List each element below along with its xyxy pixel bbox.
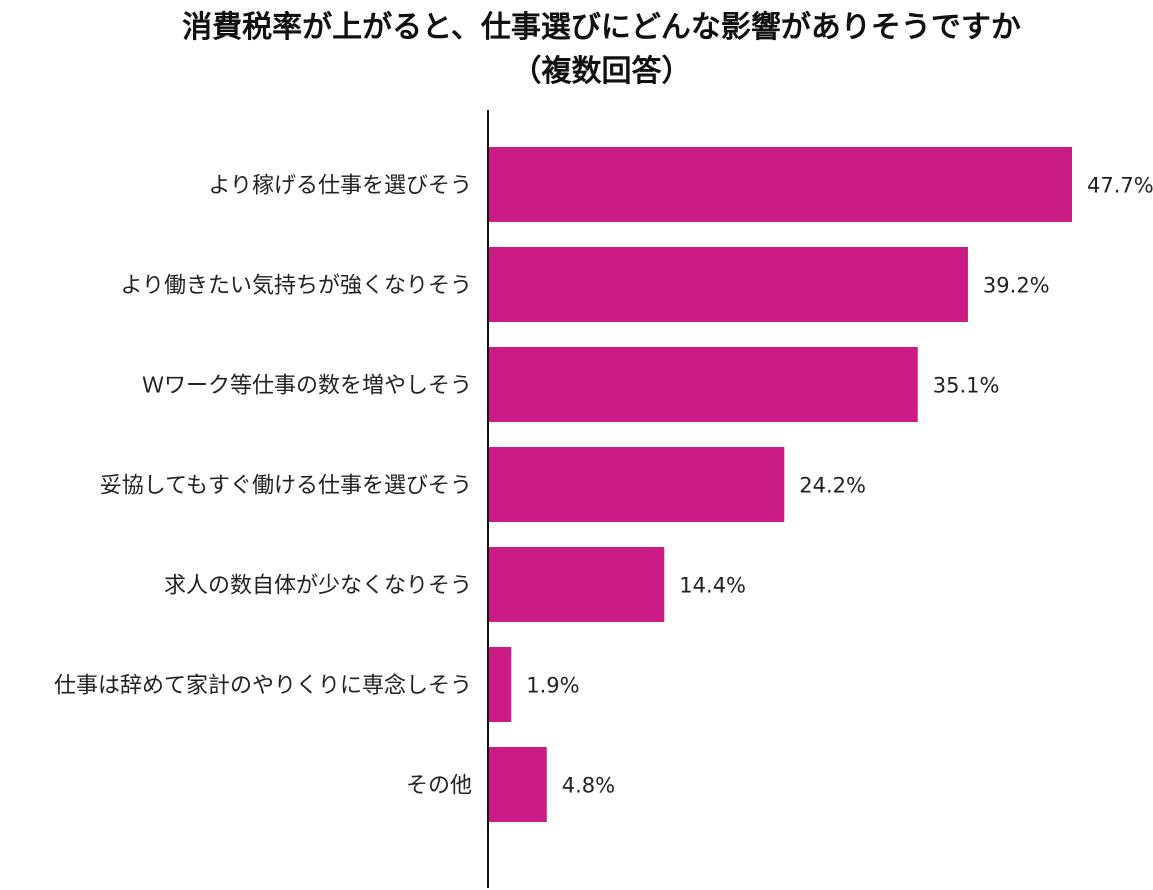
bar — [488, 147, 1072, 222]
bar — [488, 347, 918, 422]
data-label: 4.8% — [562, 774, 615, 798]
data-label: 1.9% — [526, 674, 579, 698]
bar — [488, 747, 547, 822]
category-label: より働きたい気持ちが強くなりそう — [120, 274, 472, 299]
category-label: その他 — [406, 774, 472, 799]
bar — [488, 247, 968, 322]
data-label: 39.2% — [983, 274, 1050, 298]
data-label: 24.2% — [799, 474, 866, 498]
category-label: 仕事は辞めて家計のやりくりに専念しそう — [54, 674, 472, 699]
bar — [488, 447, 785, 522]
chart-title: 消費税率が上がると、仕事選びにどんな影響がありそうですか — [182, 10, 1021, 45]
chart-subtitle: （複数回答） — [511, 54, 692, 89]
data-label: 47.7% — [1087, 174, 1153, 198]
category-label: 妥協してもすぐ働ける仕事を選びそう — [100, 474, 472, 499]
category-label: より稼げる仕事を選びそう — [208, 174, 472, 199]
data-label: 14.4% — [679, 574, 746, 598]
category-label: Ｗワーク等仕事の数を増やしそう — [142, 374, 472, 399]
bar — [488, 647, 512, 722]
category-label: 求人の数自体が少なくなりそう — [164, 574, 472, 599]
data-label: 35.1% — [933, 374, 1000, 398]
bar — [488, 547, 665, 622]
